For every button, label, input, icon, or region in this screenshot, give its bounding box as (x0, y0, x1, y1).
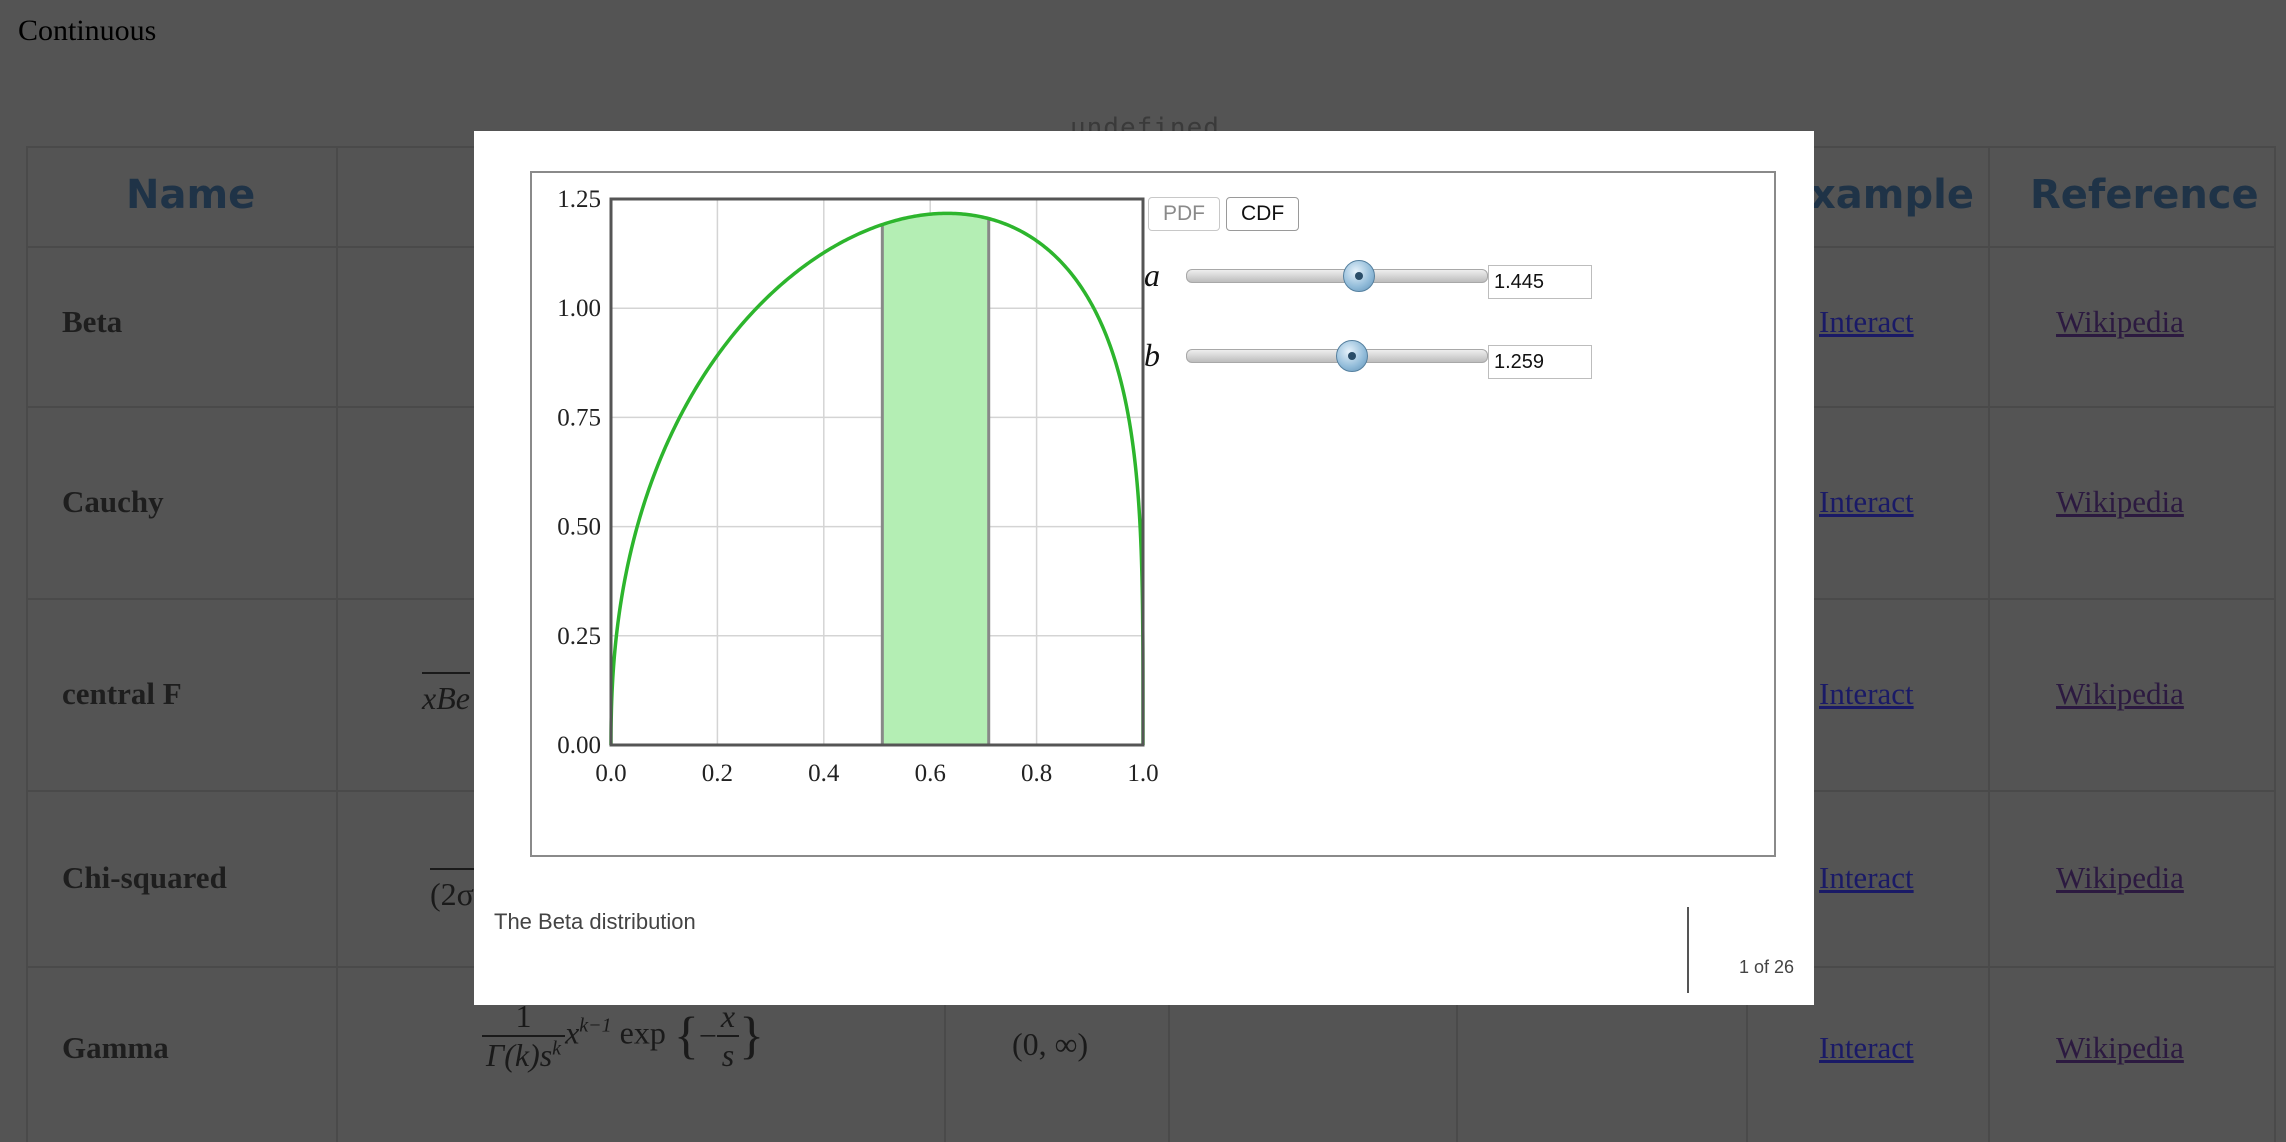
param-a-slider-handle[interactable] (1343, 260, 1375, 292)
modal-caption: The Beta distribution (494, 909, 696, 934)
formula-fragment-central-f: xBe (422, 672, 470, 717)
gallery-counter: 1 of 26 (1738, 957, 1794, 977)
pdf-button[interactable]: PDF (1148, 197, 1220, 231)
x-tick-label: 0.0 (595, 760, 626, 787)
x-tick-label: 0.4 (808, 760, 840, 787)
wikipedia-link-central-f[interactable]: Wikipedia (2056, 676, 2184, 711)
y-tick-label: 0.75 (557, 404, 601, 431)
param-a-slider[interactable] (1186, 260, 1488, 292)
header-name: Name (126, 172, 256, 218)
interact-link-central-f[interactable]: Interact (1819, 676, 1914, 711)
x-tick-label: 0.6 (915, 760, 946, 787)
x-tick-label: 0.2 (702, 760, 733, 787)
beta-pdf-chart: 0.0 0.2 0.4 0.6 0.8 1.0 0.00 0.25 0.50 0.75 1.00 1.… (557, 186, 1158, 787)
row-name-beta: Beta (62, 304, 123, 339)
row-name-central-f: central F (62, 676, 182, 711)
support-gamma: (0, ∞) (1012, 1026, 1089, 1062)
interact-link-beta[interactable]: Interact (1819, 304, 1914, 339)
param-b-slider[interactable] (1186, 340, 1488, 372)
page-title: Continuous (18, 14, 157, 47)
mode-toggle: PDF CDF (1148, 197, 1305, 231)
param-b-input[interactable] (1488, 345, 1592, 379)
row-name-chi-squared: Chi-squared (62, 860, 227, 895)
shaded-area (882, 213, 989, 746)
header-example: xample (1810, 172, 1974, 218)
row-name-gamma: Gamma (62, 1030, 169, 1065)
caption-divider (1687, 907, 1689, 993)
y-tick-label: 1.00 (557, 295, 601, 322)
interact-link-gamma[interactable]: Interact (1819, 1030, 1914, 1065)
param-a-input[interactable] (1488, 265, 1592, 299)
cdf-button[interactable]: CDF (1226, 197, 1300, 231)
param-b-slider-handle[interactable] (1335, 340, 1368, 372)
beta-pdf-curve (609, 211, 1145, 746)
interactive-frame: 0.0 0.2 0.4 0.6 0.8 1.0 0.00 0.25 0.50 0.75 1.00 1.… (530, 171, 1776, 857)
row-name-cauchy: Cauchy (62, 484, 164, 519)
lightbox-modal: 0.0 0.2 0.4 0.6 0.8 1.0 0.00 0.25 0.50 0.75 1.00 1.… (474, 131, 1814, 1005)
plot-axes-box (609, 197, 1145, 747)
header-reference: Reference (2030, 172, 2259, 218)
y-tick-label: 0.00 (557, 732, 601, 759)
y-tick-label: 0.25 (557, 623, 601, 650)
wikipedia-link-gamma[interactable]: Wikipedia (2056, 1030, 2184, 1065)
param-b-label: b (1144, 337, 1160, 373)
interact-link-chi-squared[interactable]: Interact (1819, 860, 1914, 895)
wikipedia-link-cauchy[interactable]: Wikipedia (2056, 484, 2184, 519)
y-tick-label: 1.25 (557, 186, 601, 213)
interact-link-cauchy[interactable]: Interact (1819, 484, 1914, 519)
param-a-label: a (1144, 257, 1160, 293)
x-tick-label: 1.0 (1127, 760, 1158, 787)
y-tick-label: 0.50 (557, 514, 601, 541)
gamma-pdf-formula: 1 Γ(k)sk xk−1 exp {− x s} (482, 998, 764, 1074)
x-tick-label: 0.8 (1021, 760, 1052, 787)
wikipedia-link-chi-squared[interactable]: Wikipedia (2056, 860, 2184, 895)
formula-fragment-chi-squared: (2σ (430, 868, 474, 913)
wikipedia-link-beta[interactable]: Wikipedia (2056, 304, 2184, 339)
